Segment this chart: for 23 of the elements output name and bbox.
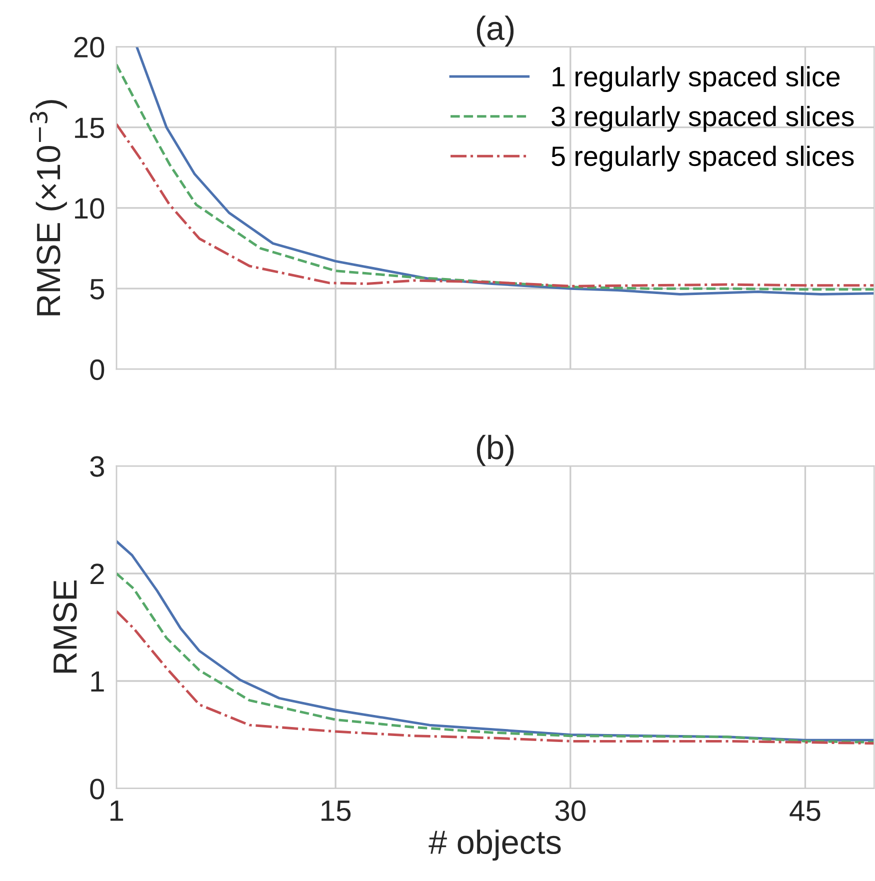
line-series	[116, 572, 874, 744]
chart-title: (b)	[476, 434, 514, 466]
y-tick-label: 20	[74, 36, 104, 58]
y-axis-title: RMSE	[53, 580, 77, 673]
y-tick-label: 5	[90, 279, 104, 300]
legend-label: 1 regularly spaced slice	[552, 66, 840, 92]
legend-label: 3 regularly spaced slices	[552, 106, 854, 132]
x-axis-title: # objects	[428, 830, 561, 861]
x-tick-label: 45	[790, 800, 820, 822]
y-tick-label: 0	[90, 778, 104, 800]
line-series	[116, 610, 874, 745]
x-tick-label: 15	[322, 800, 351, 822]
y-tick-label: 3	[90, 456, 104, 477]
y-axis-title: RMSE (×10$^{−3}$)	[30, 100, 67, 316]
y-tick-label: 15	[75, 118, 104, 138]
legend-label: 5 regularly spaced slices	[552, 146, 854, 172]
y-tick-label: 0	[90, 359, 104, 380]
x-tick-label: 1	[110, 800, 124, 821]
y-tick-label: 10	[75, 198, 104, 219]
y-tick-label: 1	[91, 671, 104, 692]
y-tick-label: 2	[90, 564, 104, 584]
chart-title: (a)	[476, 16, 514, 47]
x-tick-label: 30	[555, 800, 586, 822]
